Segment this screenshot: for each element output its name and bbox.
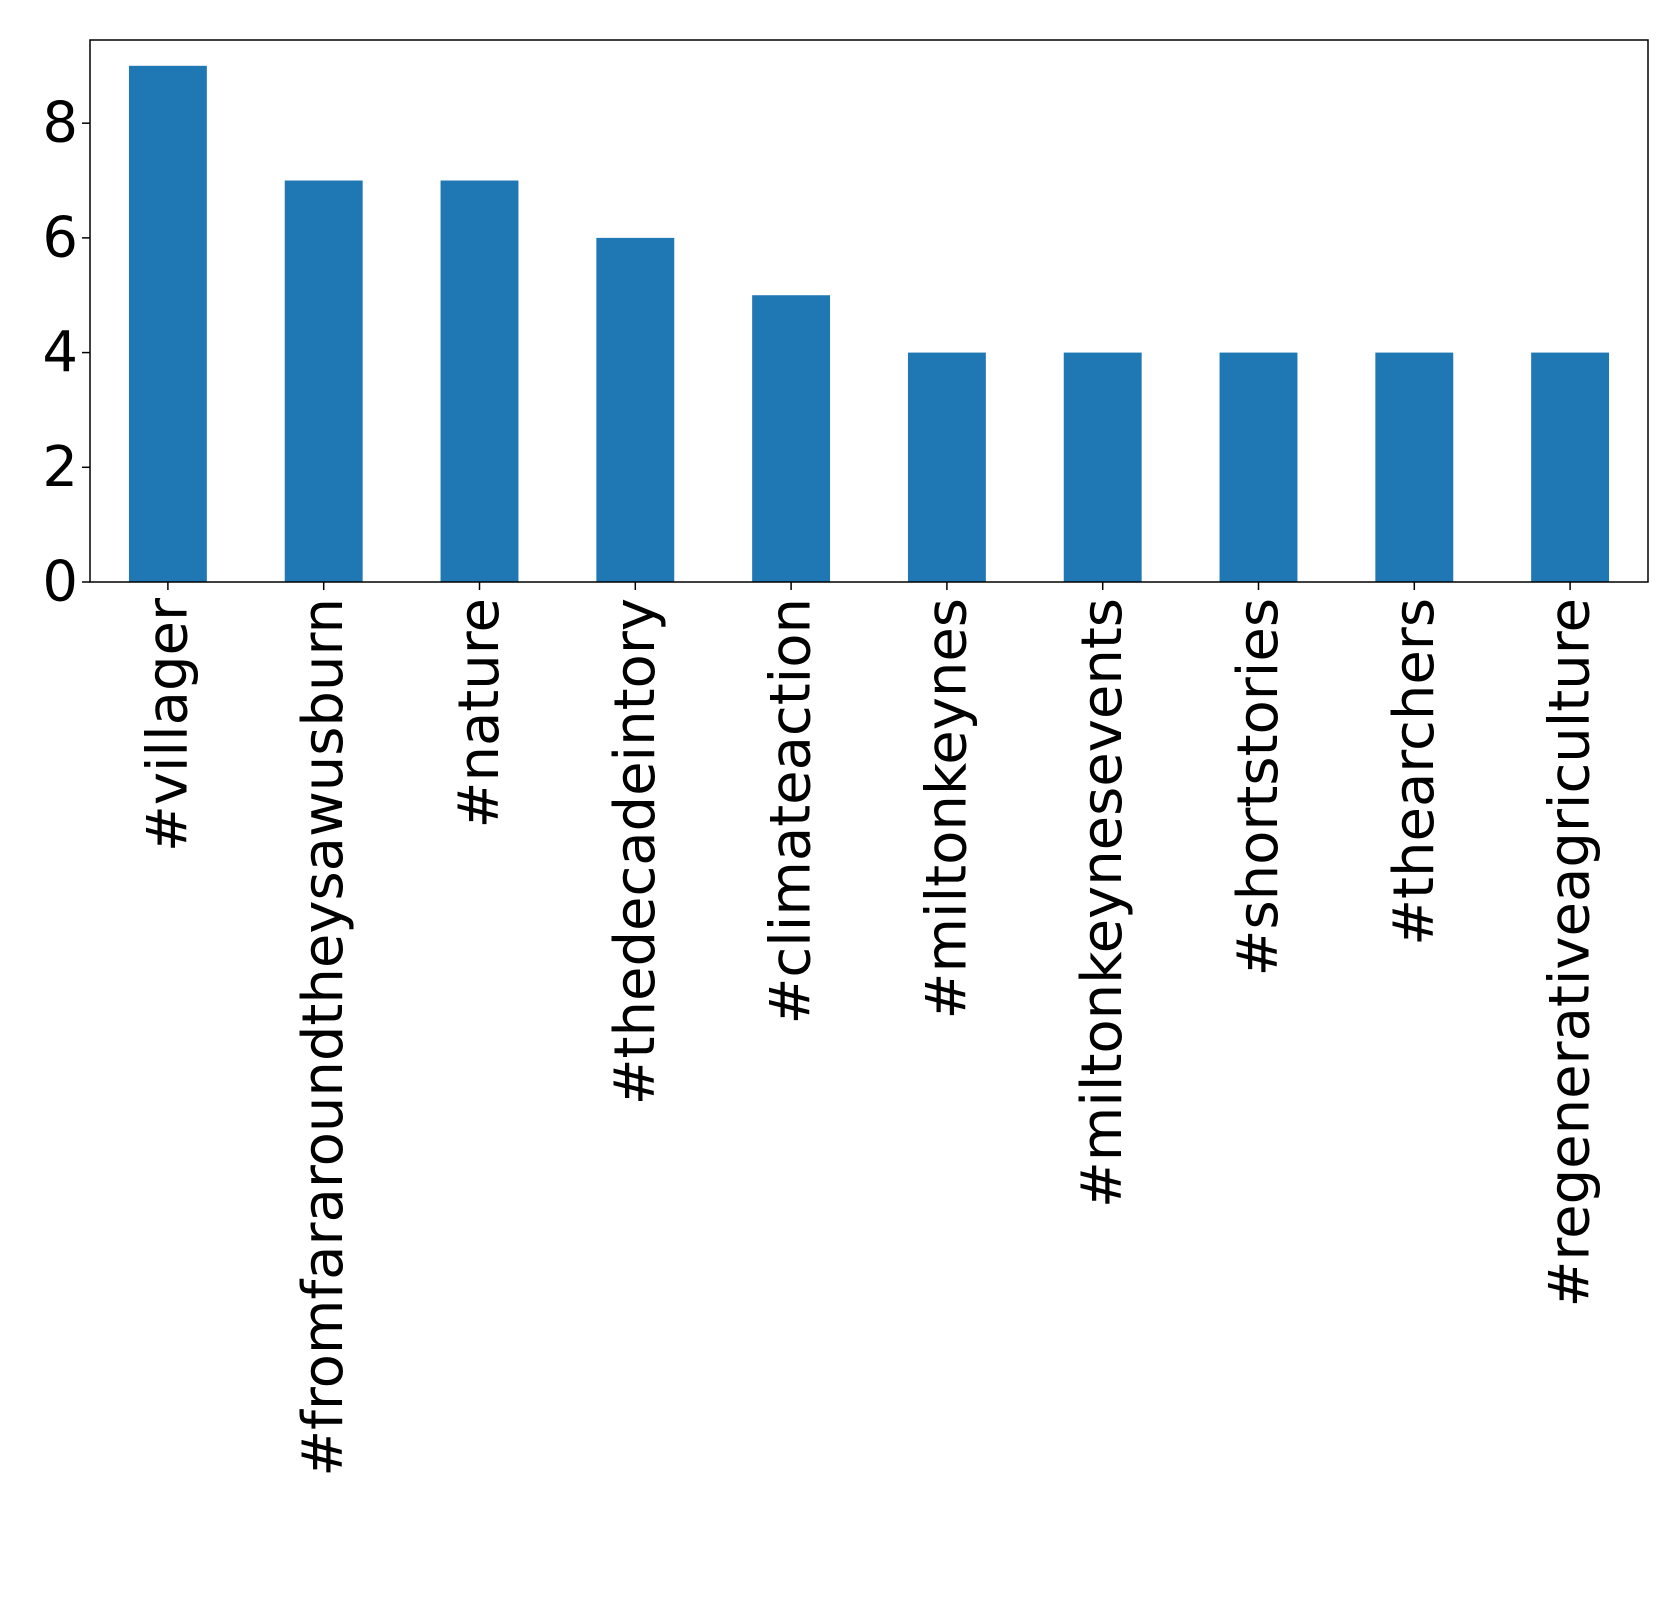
bar: [128, 65, 207, 583]
y-tick-label: 8: [42, 91, 78, 156]
x-tick-label: #villager: [135, 597, 200, 852]
x-tick-label: #regenerativeagriculture: [1538, 598, 1603, 1308]
x-tick-label: #thearchers: [1382, 598, 1447, 946]
bar: [440, 180, 519, 582]
x-tick-label: #nature: [447, 598, 512, 828]
bar: [907, 352, 986, 582]
bar: [1219, 352, 1298, 582]
y-tick-label: 2: [42, 435, 78, 500]
bar: [1375, 352, 1454, 582]
x-tick-label: #fromfararoundtheysawusburn: [291, 598, 356, 1477]
bars-group: [128, 65, 1610, 583]
x-tick-label: #climateaction: [759, 598, 824, 1024]
y-tick-label: 0: [42, 550, 78, 615]
x-tick-label: #miltonkeynesevents: [1070, 598, 1135, 1208]
y-axis: 0 2 4 6 8: [42, 91, 90, 615]
bar: [284, 180, 363, 582]
bar: [1063, 352, 1142, 582]
x-axis: #villager #fromfararoundtheysawusburn #nat…: [135, 582, 1603, 1477]
x-tick-label: #miltonkeynes: [914, 598, 979, 1019]
bar: [752, 295, 831, 582]
bar: [1531, 352, 1610, 582]
plot-frame: [89, 39, 1649, 583]
x-tick-label: #shortstories: [1226, 598, 1291, 976]
y-tick-label: 6: [42, 205, 78, 270]
x-tick-label: #thedecadeintory: [603, 598, 668, 1105]
y-tick-label: 4: [42, 320, 78, 385]
bar: [596, 237, 675, 582]
